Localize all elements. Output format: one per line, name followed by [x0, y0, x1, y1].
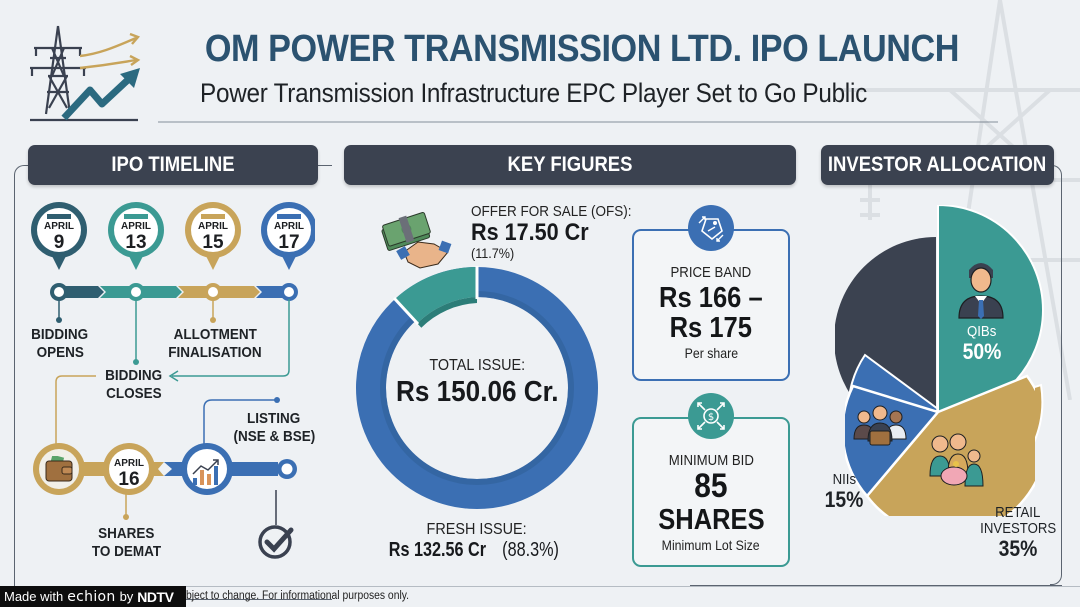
- disclaimer: bject to change. For informational purpo…: [186, 590, 434, 602]
- money-handshake-icon: [381, 212, 452, 269]
- pin-month: APRIL: [198, 221, 228, 232]
- event-text: BIDDING: [31, 326, 89, 343]
- pin-month: APRIL: [274, 221, 304, 232]
- event-text: TO DEMAT: [91, 543, 161, 560]
- minimum-bid-card: MINIMUM BID 85 SHARES Minimum Lot Size: [632, 417, 790, 567]
- wallet-icon: [45, 456, 73, 482]
- event-text: FINALISATION: [168, 344, 262, 361]
- min-bid-value: 85: [694, 467, 728, 505]
- price-band-sub: Per share: [684, 344, 738, 361]
- event-text: SHARES: [97, 525, 155, 542]
- fresh-label-text: FRESH ISSUE:: [426, 521, 528, 538]
- total-issue-value: Rs 150.06 Cr.: [355, 376, 599, 409]
- event-bidding-opens: BIDDING OPENS: [22, 326, 98, 362]
- key-figures-section-header: KEY FIGURES: [344, 145, 796, 185]
- family-piggy-bank-icon: [929, 433, 984, 487]
- nii-percent: 15%: [824, 486, 864, 512]
- demat-day: 16: [118, 469, 140, 490]
- date-april-16: APRIL 16: [100, 458, 158, 490]
- date-pin-april-17: APRIL 17: [260, 221, 318, 253]
- event-shares-to-demat: SHARES TO DEMAT: [86, 525, 166, 561]
- event-listing: LISTING (NSE & BSE): [224, 410, 324, 446]
- timeline-section-header: IPO TIMELINE: [28, 145, 318, 185]
- pin-day: 9: [53, 232, 65, 253]
- price-band-card: PRICE BAND Rs 166 – Rs 175 Per share: [632, 229, 790, 381]
- checkmark-icon: [258, 525, 294, 559]
- retail-percent: 35%: [998, 535, 1038, 561]
- disclaimer-text: bject to change. For informational purpo…: [186, 590, 410, 602]
- total-value-text: Rs 150.06 Cr.: [395, 376, 559, 408]
- svg-text:$: $: [708, 412, 714, 423]
- growth-chart-icon: [192, 459, 219, 485]
- event-text: CLOSES: [106, 385, 162, 402]
- total-label-text: TOTAL ISSUE:: [429, 357, 525, 374]
- ofs-percent: (11.7%): [471, 245, 519, 261]
- ofs-value-text: Rs 17.50 Cr: [471, 219, 589, 246]
- event-text: (NSE & BSE): [233, 428, 315, 445]
- fresh-issue-value: Rs 132.56 Cr (88.3%): [355, 539, 599, 562]
- event-allotment-finalisation: ALLOTMENT FINALISATION: [160, 326, 270, 362]
- pin-month: APRIL: [44, 221, 74, 232]
- ndtv-logo: NDTV: [137, 588, 174, 605]
- date-pin-april-9: APRIL 9: [30, 221, 88, 253]
- timeline-title: IPO TIMELINE: [111, 153, 235, 176]
- ofs-value: Rs 17.50 Cr: [471, 219, 602, 247]
- nii-label-text: NIIs: [832, 471, 856, 488]
- transmission-tower-logo-icon: [30, 25, 141, 122]
- min-bid-sub: Minimum Lot Size: [662, 537, 760, 554]
- page-subtitle: Power Transmission Infrastructure EPC Pl…: [200, 78, 867, 108]
- retail-label-line2: INVESTORS: [979, 519, 1057, 537]
- date-pin-april-15: APRIL 15: [184, 221, 242, 253]
- watermark-by: by: [119, 589, 134, 604]
- money-exchange-icon: $: [688, 393, 734, 439]
- event-bidding-closes: BIDDING CLOSES: [96, 367, 172, 403]
- footer-divider: [14, 586, 1080, 587]
- watermark-prefix: Made with: [4, 589, 64, 604]
- event-text: ALLOTMENT: [173, 326, 257, 343]
- businessman-icon: [958, 263, 1004, 319]
- price-band-value-line2: Rs 175: [669, 312, 753, 345]
- total-issue-label: TOTAL ISSUE:: [355, 357, 599, 375]
- key-figures-title: KEY FIGURES: [507, 153, 633, 176]
- min-bid-unit: SHARES: [657, 503, 765, 536]
- date-pin-april-13: APRIL 13: [107, 221, 165, 253]
- price-band-label: PRICE BAND: [670, 264, 752, 281]
- watermark-brand: echion: [67, 588, 116, 605]
- retail-label: RETAIL INVESTORS 35%: [968, 505, 1068, 560]
- pin-day: 15: [202, 232, 224, 253]
- allocation-title: INVESTOR ALLOCATION: [828, 153, 1047, 176]
- pin-day: 13: [125, 232, 147, 253]
- ofs-percent-text: (11.7%): [471, 245, 515, 261]
- price-tag-icon: [688, 205, 734, 251]
- pin-month: APRIL: [121, 221, 151, 232]
- event-text: OPENS: [36, 344, 84, 361]
- price-band-value-line1: Rs 166 –: [659, 282, 763, 314]
- event-text: LISTING: [247, 410, 301, 427]
- header-divider: [158, 121, 998, 123]
- nii-label: NIIs 15%: [816, 472, 872, 511]
- fresh-issue-label: FRESH ISSUE:: [355, 521, 599, 539]
- echion-ndtv-watermark[interactable]: Made with echion by NDTV: [0, 586, 186, 607]
- professionals-group-icon: [853, 405, 907, 446]
- fresh-percent-text: (88.3%): [502, 539, 559, 561]
- issue-donut-chart: [356, 266, 598, 509]
- qib-label-text: QIBs: [967, 323, 997, 340]
- event-text: BIDDING: [105, 367, 163, 384]
- retail-label-line1: RETAIL: [995, 504, 1041, 521]
- qib-percent: 50%: [962, 338, 1002, 364]
- ofs-label-text: OFFER FOR SALE (OFS):: [471, 203, 632, 220]
- timeline-track: [31, 202, 315, 301]
- pin-day: 17: [278, 232, 300, 253]
- ofs-label: OFFER FOR SALE (OFS):: [471, 203, 649, 220]
- allocation-section-header: INVESTOR ALLOCATION: [821, 145, 1054, 185]
- timeline-connectors: [55, 299, 290, 525]
- page-title: OM POWER TRANSMISSION LTD. IPO LAUNCH: [204, 28, 960, 70]
- min-bid-label: MINIMUM BID: [668, 452, 754, 469]
- allocation-frame-bottom: [690, 585, 1062, 587]
- fresh-value-text: Rs 132.56 Cr: [388, 539, 487, 561]
- demat-month: APRIL: [114, 458, 144, 469]
- qib-label: QIBs 50%: [940, 324, 1024, 363]
